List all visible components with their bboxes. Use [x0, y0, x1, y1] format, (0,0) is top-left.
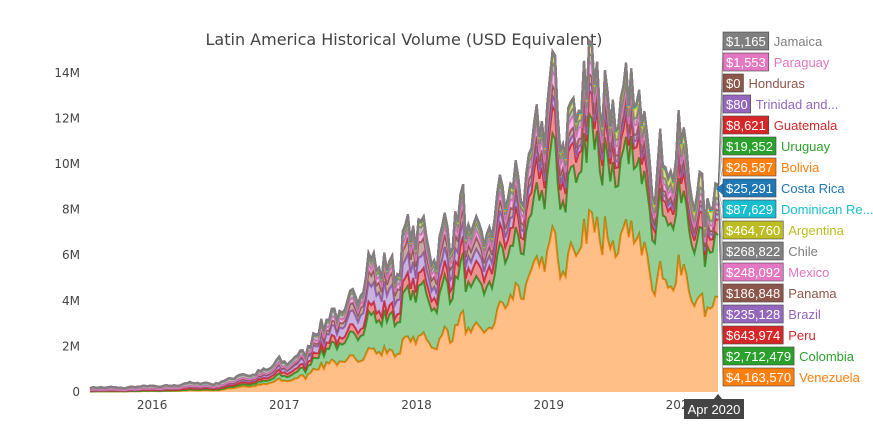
- hover-label-uruguay: $19,352 Uruguay: [722, 136, 831, 156]
- hover-country: Chile: [788, 244, 818, 259]
- hover-value: $268,822: [726, 244, 780, 259]
- hover-country: Panama: [788, 286, 837, 301]
- hover-label-costa-rica: $25,291 Costa Rica: [722, 178, 845, 198]
- line-jamaica: [89, 38, 719, 390]
- hover-country: Guatemala: [774, 118, 838, 133]
- hover-label-panama: $186,848 Panama: [722, 283, 837, 303]
- hover-value: $26,587: [726, 160, 773, 175]
- hover-value: $2,712,479: [726, 349, 791, 364]
- x-tick-label: 2017: [269, 398, 300, 412]
- hover-value: $25,291: [726, 181, 773, 196]
- x-tick-label: 2019: [533, 398, 564, 412]
- y-tick-label: 0: [72, 385, 80, 399]
- hover-country: Peru: [788, 328, 815, 343]
- hover-value: $0: [726, 76, 740, 91]
- hover-value: $19,352: [726, 139, 773, 154]
- hover-labels: $1,165 Jamaica$1,553 Paraguay$0 Honduras$80…: [722, 31, 873, 387]
- hover-value: $248,092: [726, 265, 780, 280]
- hover-label-peru: $643,974 Peru: [722, 325, 816, 345]
- chart-title: Latin America Historical Volume (USD Equ…: [205, 30, 603, 49]
- hover-label-dominican-re: $87,629 Dominican Re...: [722, 199, 873, 219]
- y-tick-label: 6M: [62, 248, 80, 262]
- hover-value: $464,760: [726, 223, 780, 238]
- hover-label-guatemala: $8,621 Guatemala: [722, 115, 838, 135]
- hover-x-text: Apr 2020: [688, 402, 741, 417]
- hover-country: Brazil: [788, 307, 821, 322]
- y-tick-label: 12M: [54, 111, 80, 125]
- hover-value: $1,165: [726, 34, 766, 49]
- hover-spike-lines: [716, 40, 724, 378]
- hover-label-brazil: $235,128 Brazil: [722, 304, 821, 324]
- hover-value: $235,128: [726, 307, 780, 322]
- x-axis: 2016 2017 2018 2019 2020: [137, 398, 696, 412]
- stacked-areas: [89, 38, 719, 393]
- y-tick-label: 4M: [62, 294, 80, 308]
- hover-label-colombia: $2,712,479 Colombia: [722, 346, 855, 366]
- hover-label-trinidad-and: $80 Trinidad and...: [722, 94, 839, 114]
- hover-value: $4,163,570: [726, 370, 791, 385]
- hover-label-chile: $268,822 Chile: [722, 241, 818, 261]
- hover-value: $643,974: [726, 328, 780, 343]
- hover-country: Venezuela: [799, 370, 860, 385]
- y-tick-label: 10M: [54, 157, 80, 171]
- x-tick-label: 2018: [401, 398, 432, 412]
- area-venezuela: [90, 210, 718, 392]
- hover-value: $87,629: [726, 202, 773, 217]
- y-axis: 0 2M 4M 6M 8M 10M 12M 14M: [54, 66, 80, 399]
- hover-label-paraguay: $1,553 Paraguay: [722, 52, 830, 72]
- hover-value: $186,848: [726, 286, 780, 301]
- hover-label-jamaica: $1,165 Jamaica: [722, 31, 823, 51]
- hover-country: Paraguay: [774, 55, 830, 70]
- hover-country: Jamaica: [774, 34, 823, 49]
- hover-country: Colombia: [799, 349, 855, 364]
- y-tick-label: 2M: [62, 339, 80, 353]
- hover-country: Trinidad and...: [756, 97, 839, 112]
- hover-country: Costa Rica: [781, 181, 845, 196]
- hover-country: Dominican Re...: [781, 202, 873, 217]
- hover-value: $8,621: [726, 118, 766, 133]
- hover-label-bolivia: $26,587 Bolivia: [722, 157, 820, 177]
- hover-country: Uruguay: [781, 139, 831, 154]
- hover-label-venezuela: $4,163,570 Venezuela: [722, 367, 861, 387]
- hover-value: $1,553: [726, 55, 766, 70]
- hover-country: Mexico: [788, 265, 829, 280]
- hover-label-honduras: $0 Honduras: [722, 73, 805, 93]
- hover-label-mexico: $248,092 Mexico: [722, 262, 829, 282]
- y-tick-label: 8M: [62, 203, 80, 217]
- x-tick-label: 2016: [137, 398, 168, 412]
- hover-value: $80: [726, 97, 748, 112]
- y-tick-label: 14M: [54, 66, 80, 80]
- hover-x-label: Apr 2020: [684, 394, 744, 419]
- hover-country: Bolivia: [781, 160, 820, 175]
- hover-country: Honduras: [748, 76, 805, 91]
- hover-country: Argentina: [788, 223, 844, 238]
- hover-label-argentina: $464,760 Argentina: [722, 220, 845, 240]
- area-colombia: [90, 113, 718, 392]
